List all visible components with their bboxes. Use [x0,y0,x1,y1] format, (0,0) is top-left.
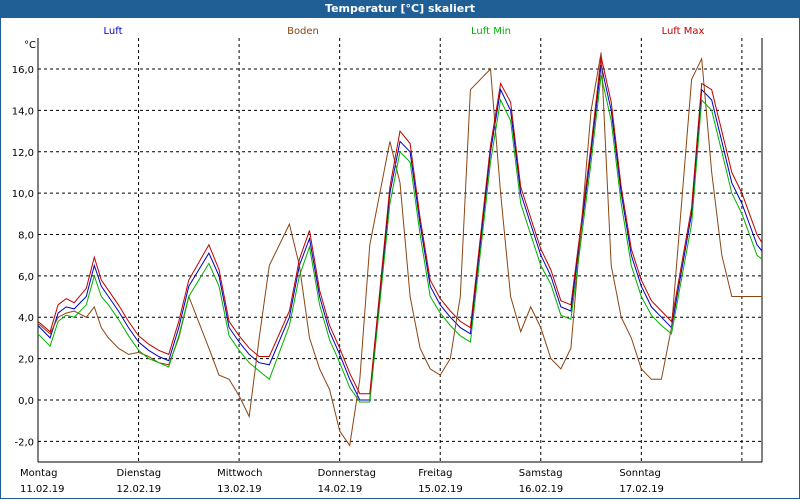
x-tick-weekday: Mittwoch [217,468,262,479]
x-tick-weekday: Freitag [418,468,452,479]
chart-title: Temperatur [°C] skaliert [0,0,800,18]
x-tick-weekday: Montag [20,468,57,479]
y-tick-label: 12,0 [12,148,34,159]
y-tick-label: 2,0 [18,355,34,366]
x-tick-date: 15.02.19 [418,484,463,495]
x-axis-labels: Montag 11.02.19 Dienstag 12.02.19 Mittwoch 13… [20,468,664,495]
x-tick-weekday: Sonntag [619,468,661,479]
series-layer [37,52,763,447]
y-tick-label: 0,0 [18,396,34,407]
x-tick-weekday: Dienstag [117,468,162,479]
x-tick-date: 16.02.19 [519,484,564,495]
series-line-luft-max [37,56,763,395]
x-tick-date: 14.02.19 [318,484,363,495]
y-tick-label: 16,0 [12,65,34,76]
y-tick-label: -2,0 [14,437,34,448]
legend-entry: Boden [287,26,319,37]
x-tick-weekday: Donnerstag [318,468,376,479]
y-tick-label: 8,0 [18,230,34,241]
grid [38,38,762,462]
x-tick-date: 17.02.19 [619,484,664,495]
y-tick-label: 10,0 [12,189,34,200]
series-line-luft [37,64,763,401]
axes: °C [24,38,763,463]
legend-entry: Luft [104,26,123,37]
series-line-boden [37,52,762,447]
y-tick-label: 4,0 [18,313,34,324]
x-tick-date: 13.02.19 [217,484,262,495]
x-tick-date: 11.02.19 [20,484,65,495]
series-line-luft-min [37,75,763,403]
x-tick-weekday: Samstag [519,468,563,479]
y-tick-label: 14,0 [12,106,34,117]
y-axis-unit: °C [24,40,36,51]
legend-entry: Luft Min [471,26,511,37]
x-tick-date: 12.02.19 [117,484,162,495]
legend-entry: Luft Max [662,26,705,37]
y-axis-labels: 16,0 14,0 12,0 10,0 8,0 6,0 4,0 2,0 0,0 -2,0 [12,65,34,448]
y-tick-label: 6,0 [18,272,34,283]
legend: Luft Boden Luft Min Luft Max [104,26,705,37]
